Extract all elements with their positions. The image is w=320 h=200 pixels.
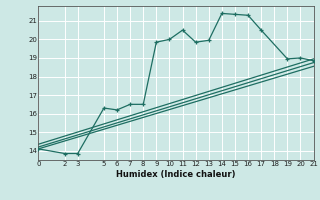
X-axis label: Humidex (Indice chaleur): Humidex (Indice chaleur) <box>116 170 236 179</box>
